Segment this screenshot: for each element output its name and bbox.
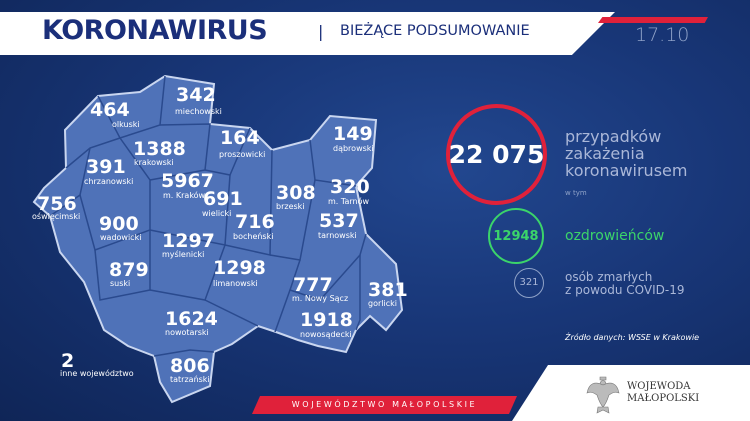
district-name: proszowicki — [219, 150, 266, 159]
district-value: 1388 — [133, 138, 186, 160]
district-name: suski — [110, 279, 131, 288]
including-label: w tym — [565, 189, 587, 197]
region-banner — [252, 396, 517, 414]
total-cases-circle — [446, 104, 547, 205]
region-outline — [32, 74, 404, 404]
district-value: 2 — [61, 350, 75, 372]
district-name: wadowicki — [100, 233, 142, 242]
district-value: 1624 — [165, 308, 218, 330]
red-accent-line — [598, 17, 708, 23]
district-value: 900 — [99, 213, 139, 235]
district-name: nowotarski — [165, 328, 209, 337]
recovered-circle — [488, 208, 544, 264]
total-label-line: zakażenia — [565, 144, 645, 163]
district-value: 308 — [276, 182, 316, 204]
district-value: 464 — [90, 99, 130, 121]
date: 17.10 — [635, 24, 690, 46]
deaths-value: 321 — [519, 277, 539, 288]
deaths-label-line: z powodu COVID-19 — [565, 283, 685, 297]
total-cases-value: 22 075 — [448, 140, 545, 169]
recovered-label: ozdrowieńców — [565, 228, 665, 244]
total-cases-label: przypadków zakażenia koronawirusem — [565, 128, 687, 179]
voivode-line: MAŁOPOLSKI — [627, 393, 700, 404]
polish-eagle-icon — [586, 376, 620, 414]
district-name: krakowski — [134, 158, 174, 167]
district-name: olkuski — [112, 120, 140, 129]
district-value: 1297 — [162, 230, 215, 252]
district-name: m. Tarnów — [328, 197, 369, 206]
district-value: 164 — [220, 127, 260, 149]
district-name: inne województwo — [60, 369, 134, 378]
header-band — [0, 12, 615, 55]
district-name: miechowski — [175, 107, 222, 116]
district-name: wielicki — [202, 209, 232, 218]
district-name: nowosądecki — [300, 330, 352, 339]
district-value: 691 — [203, 188, 243, 210]
district-value: 716 — [235, 211, 275, 233]
recovered-value: 12948 — [493, 229, 539, 244]
data-source: Źródło danych: WSSE w Krakowie — [565, 333, 700, 342]
district-name: bocheński — [233, 232, 274, 241]
district-name: gorlicki — [368, 299, 397, 308]
district-value: 806 — [170, 355, 210, 377]
district-name: limanowski — [213, 279, 258, 288]
district-borders — [49, 75, 367, 357]
district-value: 879 — [109, 259, 149, 281]
district-value: 320 — [330, 176, 370, 198]
district-value: 537 — [319, 210, 359, 232]
deaths-label-line: osób zmarłych — [565, 270, 653, 284]
district-value: 1298 — [213, 257, 266, 279]
district-name: myślenicki — [162, 250, 205, 259]
district-value: 5967 — [161, 170, 214, 192]
district-name: brzeski — [276, 202, 305, 211]
district-value: 391 — [86, 156, 126, 178]
total-label-line: koronawirusem — [565, 161, 688, 180]
page-title: KORONAWIRUS — [42, 15, 268, 46]
district-value: 777 — [293, 274, 333, 296]
district-value: 1918 — [300, 309, 353, 331]
district-name: tatrzański — [170, 375, 210, 384]
voivode-label: WOJEWODA MAŁOPOLSKI — [627, 381, 699, 405]
total-label-line: przypadków — [565, 127, 662, 146]
district-value: 756 — [37, 193, 77, 215]
district-name: m. Nowy Sącz — [292, 294, 349, 303]
voivode-line: WOJEWODA — [627, 381, 691, 392]
district-name: oświęcimski — [32, 212, 81, 221]
district-value: 342 — [176, 84, 216, 106]
deaths-circle — [514, 268, 544, 298]
district-name: chrzanowski — [84, 177, 134, 186]
page-subtitle: BIEŻĄCE PODSUMOWANIE — [340, 23, 530, 39]
district-name: m. Kraków — [163, 191, 206, 200]
district-name: dąbrowski — [333, 144, 374, 153]
deaths-label: osób zmarłych z powodu COVID-19 — [565, 271, 684, 297]
region-banner-text: WOJEWÓDZTWO MAŁOPOLSKIE — [291, 400, 478, 409]
district-name: tarnowski — [318, 231, 357, 240]
district-value: 381 — [368, 279, 408, 301]
title-separator: | — [318, 22, 324, 41]
district-value: 149 — [333, 123, 373, 145]
